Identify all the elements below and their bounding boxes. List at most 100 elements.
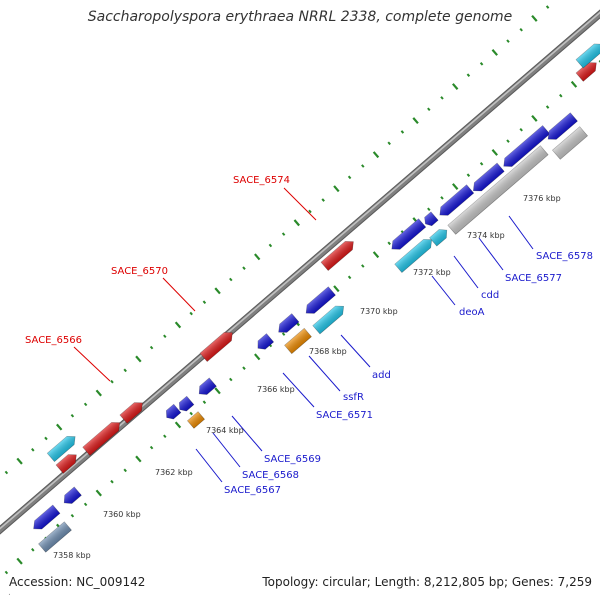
major-tick xyxy=(412,117,419,125)
gene-feature-gray xyxy=(552,126,588,160)
gene-feature-blue xyxy=(278,313,300,333)
gene-feature-orange xyxy=(187,411,205,429)
feature-shade xyxy=(473,163,505,191)
gene-feature-blue xyxy=(63,486,82,504)
major-tick xyxy=(16,457,23,465)
major-tick xyxy=(95,389,102,397)
scale-label: 7360 kbp xyxy=(103,510,141,519)
feature-shade xyxy=(321,241,354,271)
minor-tick xyxy=(519,127,523,132)
major-tick xyxy=(135,455,142,463)
forward-gene-leader xyxy=(162,277,196,312)
minor-tick xyxy=(347,275,352,280)
minor-tick xyxy=(427,207,431,212)
scale-label: 7370 kbp xyxy=(360,307,398,316)
feature-shade xyxy=(47,436,76,462)
scale-label: 7358 kbp xyxy=(53,551,91,560)
minor-tick xyxy=(440,196,444,200)
corner-mark: . xyxy=(8,588,11,598)
major-tick xyxy=(254,353,261,361)
minor-tick xyxy=(163,334,167,339)
minor-tick xyxy=(31,448,35,452)
gene-feature-blue xyxy=(178,395,195,412)
feature-shade xyxy=(312,306,344,334)
feature-shade xyxy=(284,328,312,354)
feature-shade xyxy=(548,112,578,140)
major-tick xyxy=(214,387,221,395)
minor-tick xyxy=(268,243,273,248)
gene-feature-blue xyxy=(165,403,182,420)
reverse-gene-label: SACE_6569 xyxy=(264,454,321,465)
reverse-gene-label: SACE_6568 xyxy=(242,470,299,481)
reverse-gene-leader xyxy=(453,255,479,289)
label-leaders xyxy=(73,187,534,483)
minor-tick xyxy=(242,366,246,370)
feature-shade xyxy=(429,229,447,247)
minor-tick xyxy=(110,379,114,384)
minor-tick xyxy=(387,241,391,246)
reverse-gene-leader xyxy=(195,448,223,483)
minor-tick xyxy=(229,377,233,382)
minor-tick xyxy=(506,39,510,43)
minor-tick xyxy=(163,434,167,439)
feature-shade xyxy=(119,402,143,424)
gene-feature-blue xyxy=(547,112,578,140)
minor-tick xyxy=(70,413,75,418)
feature-shade xyxy=(576,62,597,82)
feature-shade xyxy=(179,396,194,411)
genome-summary: Topology: circular; Length: 8,212,805 bp… xyxy=(262,575,592,589)
major-tick xyxy=(16,557,23,565)
major-tick xyxy=(491,49,498,56)
gene-feature-red xyxy=(119,402,143,424)
minor-tick xyxy=(31,548,35,552)
minor-tick xyxy=(427,107,431,112)
major-tick xyxy=(135,355,142,363)
gene-feature-cyan xyxy=(394,239,433,273)
major-tick xyxy=(452,183,459,190)
reverse-gene-leader xyxy=(431,275,456,306)
minor-tick xyxy=(70,513,75,518)
minor-tick xyxy=(466,73,471,77)
major-tick xyxy=(214,287,221,295)
minor-tick xyxy=(559,93,563,98)
minor-tick xyxy=(123,468,127,473)
gene-feature-red xyxy=(82,422,121,456)
gene-feature-cyan xyxy=(575,43,600,69)
gene-feature-red xyxy=(320,241,354,271)
minor-tick xyxy=(110,479,114,484)
feature-shade xyxy=(306,286,336,314)
feature-shade xyxy=(33,505,60,530)
major-tick xyxy=(372,151,380,159)
upper-tick-row xyxy=(4,5,550,475)
scale-label: 7374 kbp xyxy=(467,231,505,240)
accession-label: Accession: NC_009142 xyxy=(9,575,146,589)
gene-feature-red xyxy=(199,332,233,362)
major-tick xyxy=(372,251,380,259)
forward-gene-leader xyxy=(73,346,111,382)
forward-gene-label: SACE_6566 xyxy=(25,335,82,346)
gene-feature-orange xyxy=(284,327,312,355)
minor-tick xyxy=(189,411,193,416)
reverse-gene-label: add xyxy=(372,370,391,381)
major-tick xyxy=(174,321,182,329)
map-title: Saccharopolyspora erythraea NRRL 2338, c… xyxy=(87,9,513,25)
scale-label: 7362 kbp xyxy=(155,468,193,477)
major-tick xyxy=(570,80,578,88)
feature-shade xyxy=(394,239,432,273)
gene-feature-cyan xyxy=(46,436,76,463)
feature-shade xyxy=(439,184,474,216)
minor-tick xyxy=(281,232,286,236)
minor-tick xyxy=(83,502,88,507)
reverse-gene-leader xyxy=(212,432,241,468)
feature-shade xyxy=(552,126,588,160)
gene-feature-steel xyxy=(38,521,72,553)
reverse-gene-label: SACE_6578 xyxy=(536,251,593,262)
scale-label: 7366 kbp xyxy=(257,385,295,394)
feature-shade xyxy=(166,404,181,419)
minor-tick xyxy=(387,141,391,146)
backbone-highlight xyxy=(0,11,600,530)
minor-tick xyxy=(466,173,471,177)
text-labels: SACE_6566 SACE_6570 SACE_6574 SACE_6567 SACE… xyxy=(25,175,593,560)
major-tick xyxy=(333,185,340,193)
